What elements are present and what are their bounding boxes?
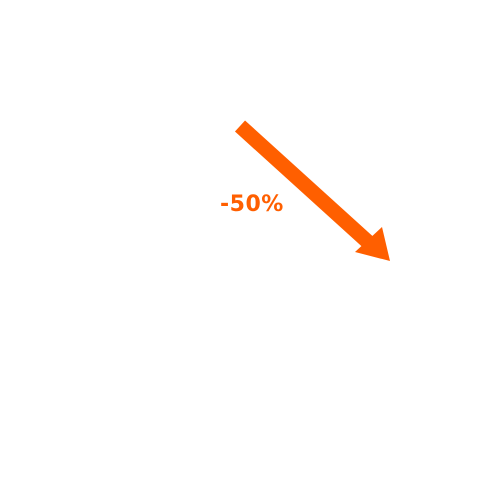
percent-change-label: -50%	[220, 192, 284, 217]
arrow-head	[355, 227, 390, 261]
arrow-shaft	[234, 120, 374, 248]
